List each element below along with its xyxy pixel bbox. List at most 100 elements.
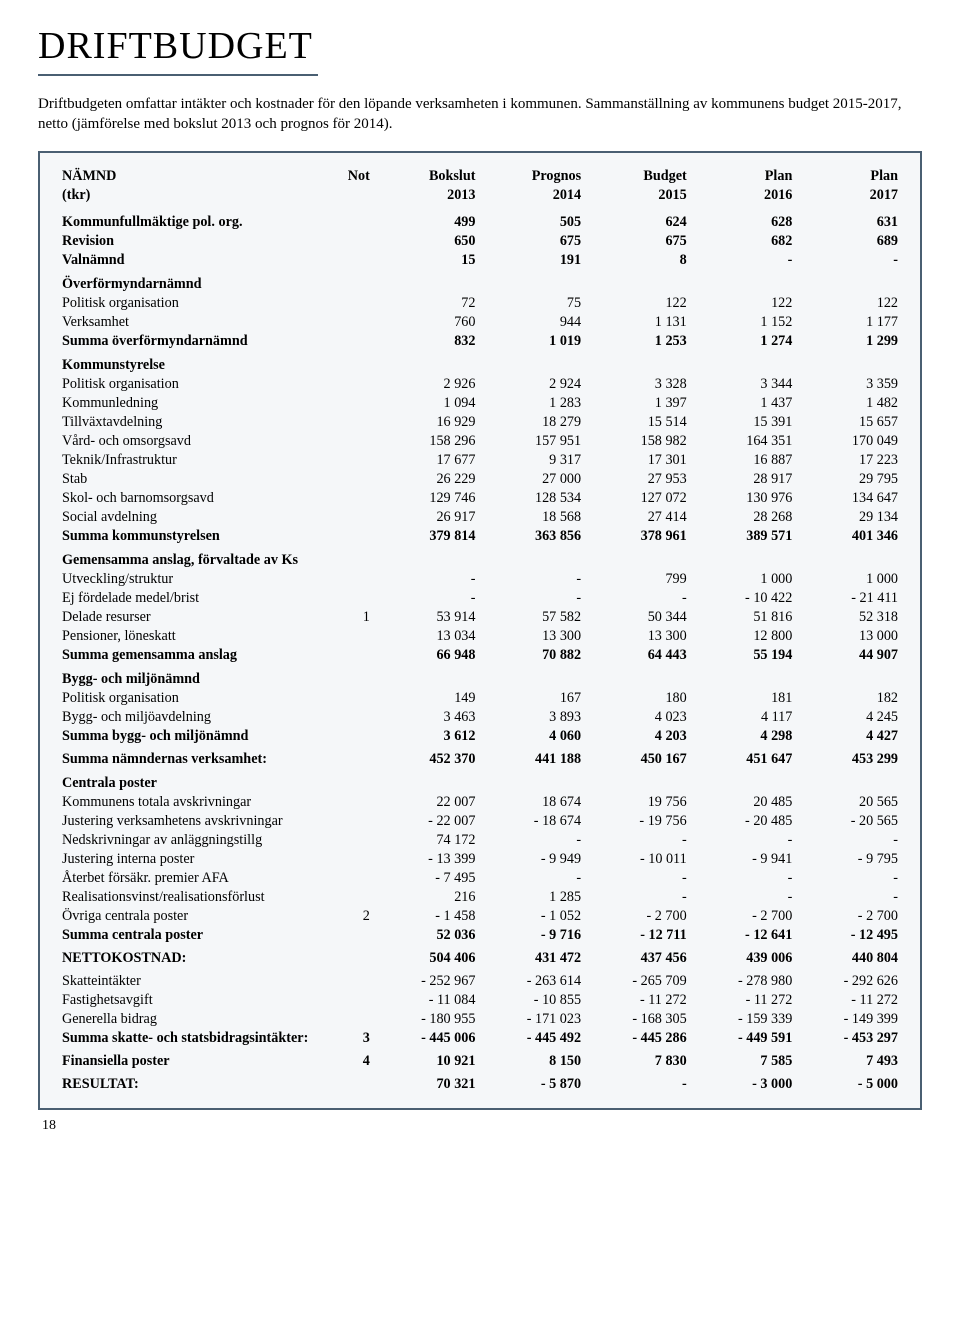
cell: 53 914	[372, 608, 478, 627]
cell: - 11 272	[794, 991, 900, 1010]
cell: 1 285	[477, 888, 583, 907]
cell: 441 188	[477, 750, 583, 769]
table-row: Justering interna poster- 13 399- 9 949-…	[60, 850, 900, 869]
cell: 3	[332, 1029, 372, 1048]
cell	[332, 232, 372, 251]
cell: - 21 411	[794, 589, 900, 608]
header-row-1: NÄMND Not Bokslut Prognos Budget Plan Pl…	[60, 167, 900, 186]
hdr-not: Not	[332, 167, 372, 186]
cell	[332, 850, 372, 869]
table-row: Summa bygg- och miljönämnd3 6124 0604 20…	[60, 727, 900, 746]
row-label: Fastighetsavgift	[60, 991, 332, 1010]
cell: 3 893	[477, 708, 583, 727]
cell	[332, 972, 372, 991]
cell: - 12 641	[689, 926, 795, 945]
table-row: Kommunfullmäktige pol. org.4995056246286…	[60, 213, 900, 232]
cell: - 3 000	[689, 1075, 795, 1094]
row-label: Kommunledning	[60, 394, 332, 413]
cell: 8	[583, 251, 689, 270]
cell: - 10 422	[689, 589, 795, 608]
cell: 2	[332, 907, 372, 926]
cell: - 168 305	[583, 1010, 689, 1029]
budget-box: NÄMND Not Bokslut Prognos Budget Plan Pl…	[38, 151, 922, 1110]
row-label: Finansiella poster	[60, 1052, 332, 1071]
cell: -	[372, 589, 478, 608]
cell: 9 317	[477, 451, 583, 470]
cell: 504 406	[372, 949, 478, 968]
cell: -	[477, 831, 583, 850]
cell: 450 167	[583, 750, 689, 769]
table-row: Summa nämndernas verksamhet: 452 370441 1…	[60, 750, 900, 769]
cell: - 445 492	[477, 1029, 583, 1048]
table-row: Pensioner, löneskatt13 03413 30013 30012…	[60, 627, 900, 646]
cell: 4 117	[689, 708, 795, 727]
cell: 129 746	[372, 489, 478, 508]
row-label: Bygg- och miljöavdelning	[60, 708, 332, 727]
cell: 64 443	[583, 646, 689, 665]
row-label: Delade resurser	[60, 608, 332, 627]
cell: 675	[583, 232, 689, 251]
cell: 1 482	[794, 394, 900, 413]
cell: 20 485	[689, 793, 795, 812]
cell: 401 346	[794, 527, 900, 546]
cell: -	[689, 831, 795, 850]
cell: 1	[332, 608, 372, 627]
cell: 1 437	[689, 394, 795, 413]
cell: 134 647	[794, 489, 900, 508]
hdr-prognos: Prognos	[477, 167, 583, 186]
table-row: Bygg- och miljönämnd	[60, 665, 900, 689]
cell: - 10 855	[477, 991, 583, 1010]
cell: 944	[477, 313, 583, 332]
cell: 52 318	[794, 608, 900, 627]
table-row: Valnämnd151918--	[60, 251, 900, 270]
cell: -	[477, 869, 583, 888]
row-label: Tillväxtavdelning	[60, 413, 332, 432]
cell: 505	[477, 213, 583, 232]
cell: 7 493	[794, 1052, 900, 1071]
cell: - 2 700	[583, 907, 689, 926]
cell: 19 756	[583, 793, 689, 812]
row-label: Summa kommunstyrelsen	[60, 527, 332, 546]
cell: 26 229	[372, 470, 478, 489]
cell: 26 917	[372, 508, 478, 527]
cell: 70 882	[477, 646, 583, 665]
cell: 29 134	[794, 508, 900, 527]
cell: 832	[372, 332, 478, 351]
cell: 363 856	[477, 527, 583, 546]
budget-table: NÄMND Not Bokslut Prognos Budget Plan Pl…	[60, 167, 900, 1094]
cell: 44 907	[794, 646, 900, 665]
cell: 52 036	[372, 926, 478, 945]
cell: - 449 591	[689, 1029, 795, 1048]
cell: 1 152	[689, 313, 795, 332]
cell	[332, 926, 372, 945]
cell	[332, 313, 372, 332]
row-label: Summa centrala poster	[60, 926, 332, 945]
cell: 628	[689, 213, 795, 232]
cell: 22 007	[372, 793, 478, 812]
cell: 13 000	[794, 627, 900, 646]
section-label: Kommunstyrelse	[60, 351, 900, 375]
cell	[332, 869, 372, 888]
table-row: Återbet försäkr. premier AFA- 7 495----	[60, 869, 900, 888]
hdr-empty	[332, 186, 372, 205]
row-label: Summa nämndernas verksamhet:	[60, 750, 332, 769]
cell: 452 370	[372, 750, 478, 769]
cell: 1 000	[794, 570, 900, 589]
table-row: Justering verksamhetens avskrivningar- 2…	[60, 812, 900, 831]
table-row: Politisk organisation149167180181182	[60, 689, 900, 708]
cell	[332, 432, 372, 451]
table-row: Generella bidrag- 180 955- 171 023- 168 …	[60, 1010, 900, 1029]
cell	[332, 750, 372, 769]
hdr-2016: 2016	[689, 186, 795, 205]
row-label: Verksamhet	[60, 313, 332, 332]
cell: -	[477, 589, 583, 608]
page-title: DRIFTBUDGET	[38, 24, 922, 68]
cell	[332, 708, 372, 727]
table-row: Teknik/Infrastruktur17 6779 31717 30116 …	[60, 451, 900, 470]
cell: 27 414	[583, 508, 689, 527]
cell: 12 800	[689, 627, 795, 646]
cell: 130 976	[689, 489, 795, 508]
cell: 72	[372, 294, 478, 313]
cell	[332, 727, 372, 746]
cell: 17 677	[372, 451, 478, 470]
